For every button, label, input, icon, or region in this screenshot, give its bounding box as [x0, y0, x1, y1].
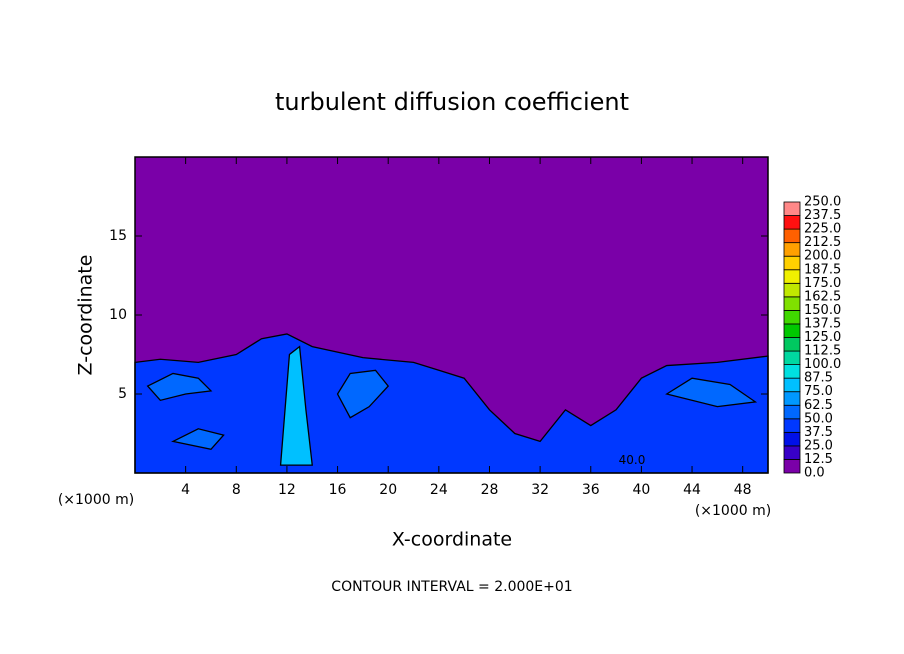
colorbar-cell	[783, 404, 801, 420]
x-tick-label: 48	[734, 482, 752, 498]
colorbar-label: 62.5	[804, 398, 833, 413]
contour-region	[171, 428, 225, 451]
colorbar-cell	[783, 269, 801, 284]
x-tick-label: 40	[632, 482, 650, 498]
chart-title: turbulent diffusion coefficient	[275, 88, 629, 116]
colorbar-cell	[783, 242, 801, 257]
colorbar-label: 37.5	[804, 425, 833, 440]
x-tick-label: 32	[531, 482, 549, 498]
colorbar-label: 175.0	[804, 276, 841, 291]
y-axis-label: Z-coordinate	[75, 255, 97, 376]
colorbar-cell	[783, 445, 801, 460]
x-unit: (×1000 m)	[695, 503, 771, 519]
colorbar-cell	[783, 228, 801, 244]
colorbar-label: 212.5	[804, 235, 841, 250]
colorbar-label: 12.5	[804, 452, 833, 467]
contour-label: 40.0	[619, 453, 646, 467]
colorbar-cell	[783, 296, 801, 311]
y-tick-label: 10	[109, 307, 127, 323]
x-tick-label: 44	[683, 482, 701, 498]
colorbar-label: 162.5	[804, 289, 841, 304]
colorbar-cell	[783, 255, 801, 271]
contour-region	[336, 369, 390, 419]
colorbar-cell	[783, 215, 801, 230]
x-tick-label: 20	[379, 482, 397, 498]
colorbar-cell	[783, 391, 801, 406]
colorbar-cell	[783, 377, 801, 393]
x-tick-label: 16	[329, 482, 347, 498]
colorbar-cell	[783, 431, 801, 447]
x-tick-label: 8	[232, 482, 241, 498]
colorbar-label: 225.0	[804, 222, 841, 237]
colorbar-label: 125.0	[804, 330, 841, 345]
colorbar-cell	[783, 337, 801, 352]
contour-region	[665, 377, 758, 408]
colorbar-cell	[783, 323, 801, 338]
x-unit: (×1000 m)	[58, 492, 134, 508]
colorbar-label: 0.0	[804, 466, 825, 481]
colorbar-label: 75.0	[804, 384, 833, 399]
colorbar-label: 150.0	[804, 303, 841, 318]
x-axis-label: X-coordinate	[392, 529, 512, 551]
colorbar-cell	[783, 459, 801, 474]
colorbar-label: 50.0	[804, 411, 833, 426]
colorbar-cell	[783, 364, 801, 379]
colorbar-cell	[783, 309, 801, 325]
colorbar-label: 100.0	[804, 357, 841, 372]
contour-region	[146, 372, 213, 402]
colorbar-label: 137.5	[804, 316, 841, 331]
colorbar-label: 87.5	[804, 371, 833, 386]
colorbar-label: 187.5	[804, 262, 841, 277]
x-tick-label: 36	[582, 482, 600, 498]
contour-region	[279, 345, 313, 466]
colorbar-cell	[783, 418, 801, 433]
colorbar-label: 25.0	[804, 438, 833, 453]
colorbar-label: 237.5	[804, 208, 841, 223]
colorbar-label: 200.0	[804, 249, 841, 264]
colorbar-label: 250.0	[804, 195, 841, 210]
x-tick-label: 28	[481, 482, 499, 498]
footnote: CONTOUR INTERVAL = 2.000E+01	[331, 579, 572, 595]
colorbar-cell	[783, 350, 801, 365]
colorbar-label: 112.5	[804, 344, 841, 359]
x-tick-label: 4	[181, 482, 190, 498]
colorbar-cell	[783, 282, 801, 298]
y-tick-label: 5	[118, 386, 127, 402]
x-tick-label: 24	[430, 482, 448, 498]
colorbar-cell	[783, 201, 801, 216]
x-tick-label: 12	[278, 482, 296, 498]
y-tick-label: 15	[109, 228, 127, 244]
